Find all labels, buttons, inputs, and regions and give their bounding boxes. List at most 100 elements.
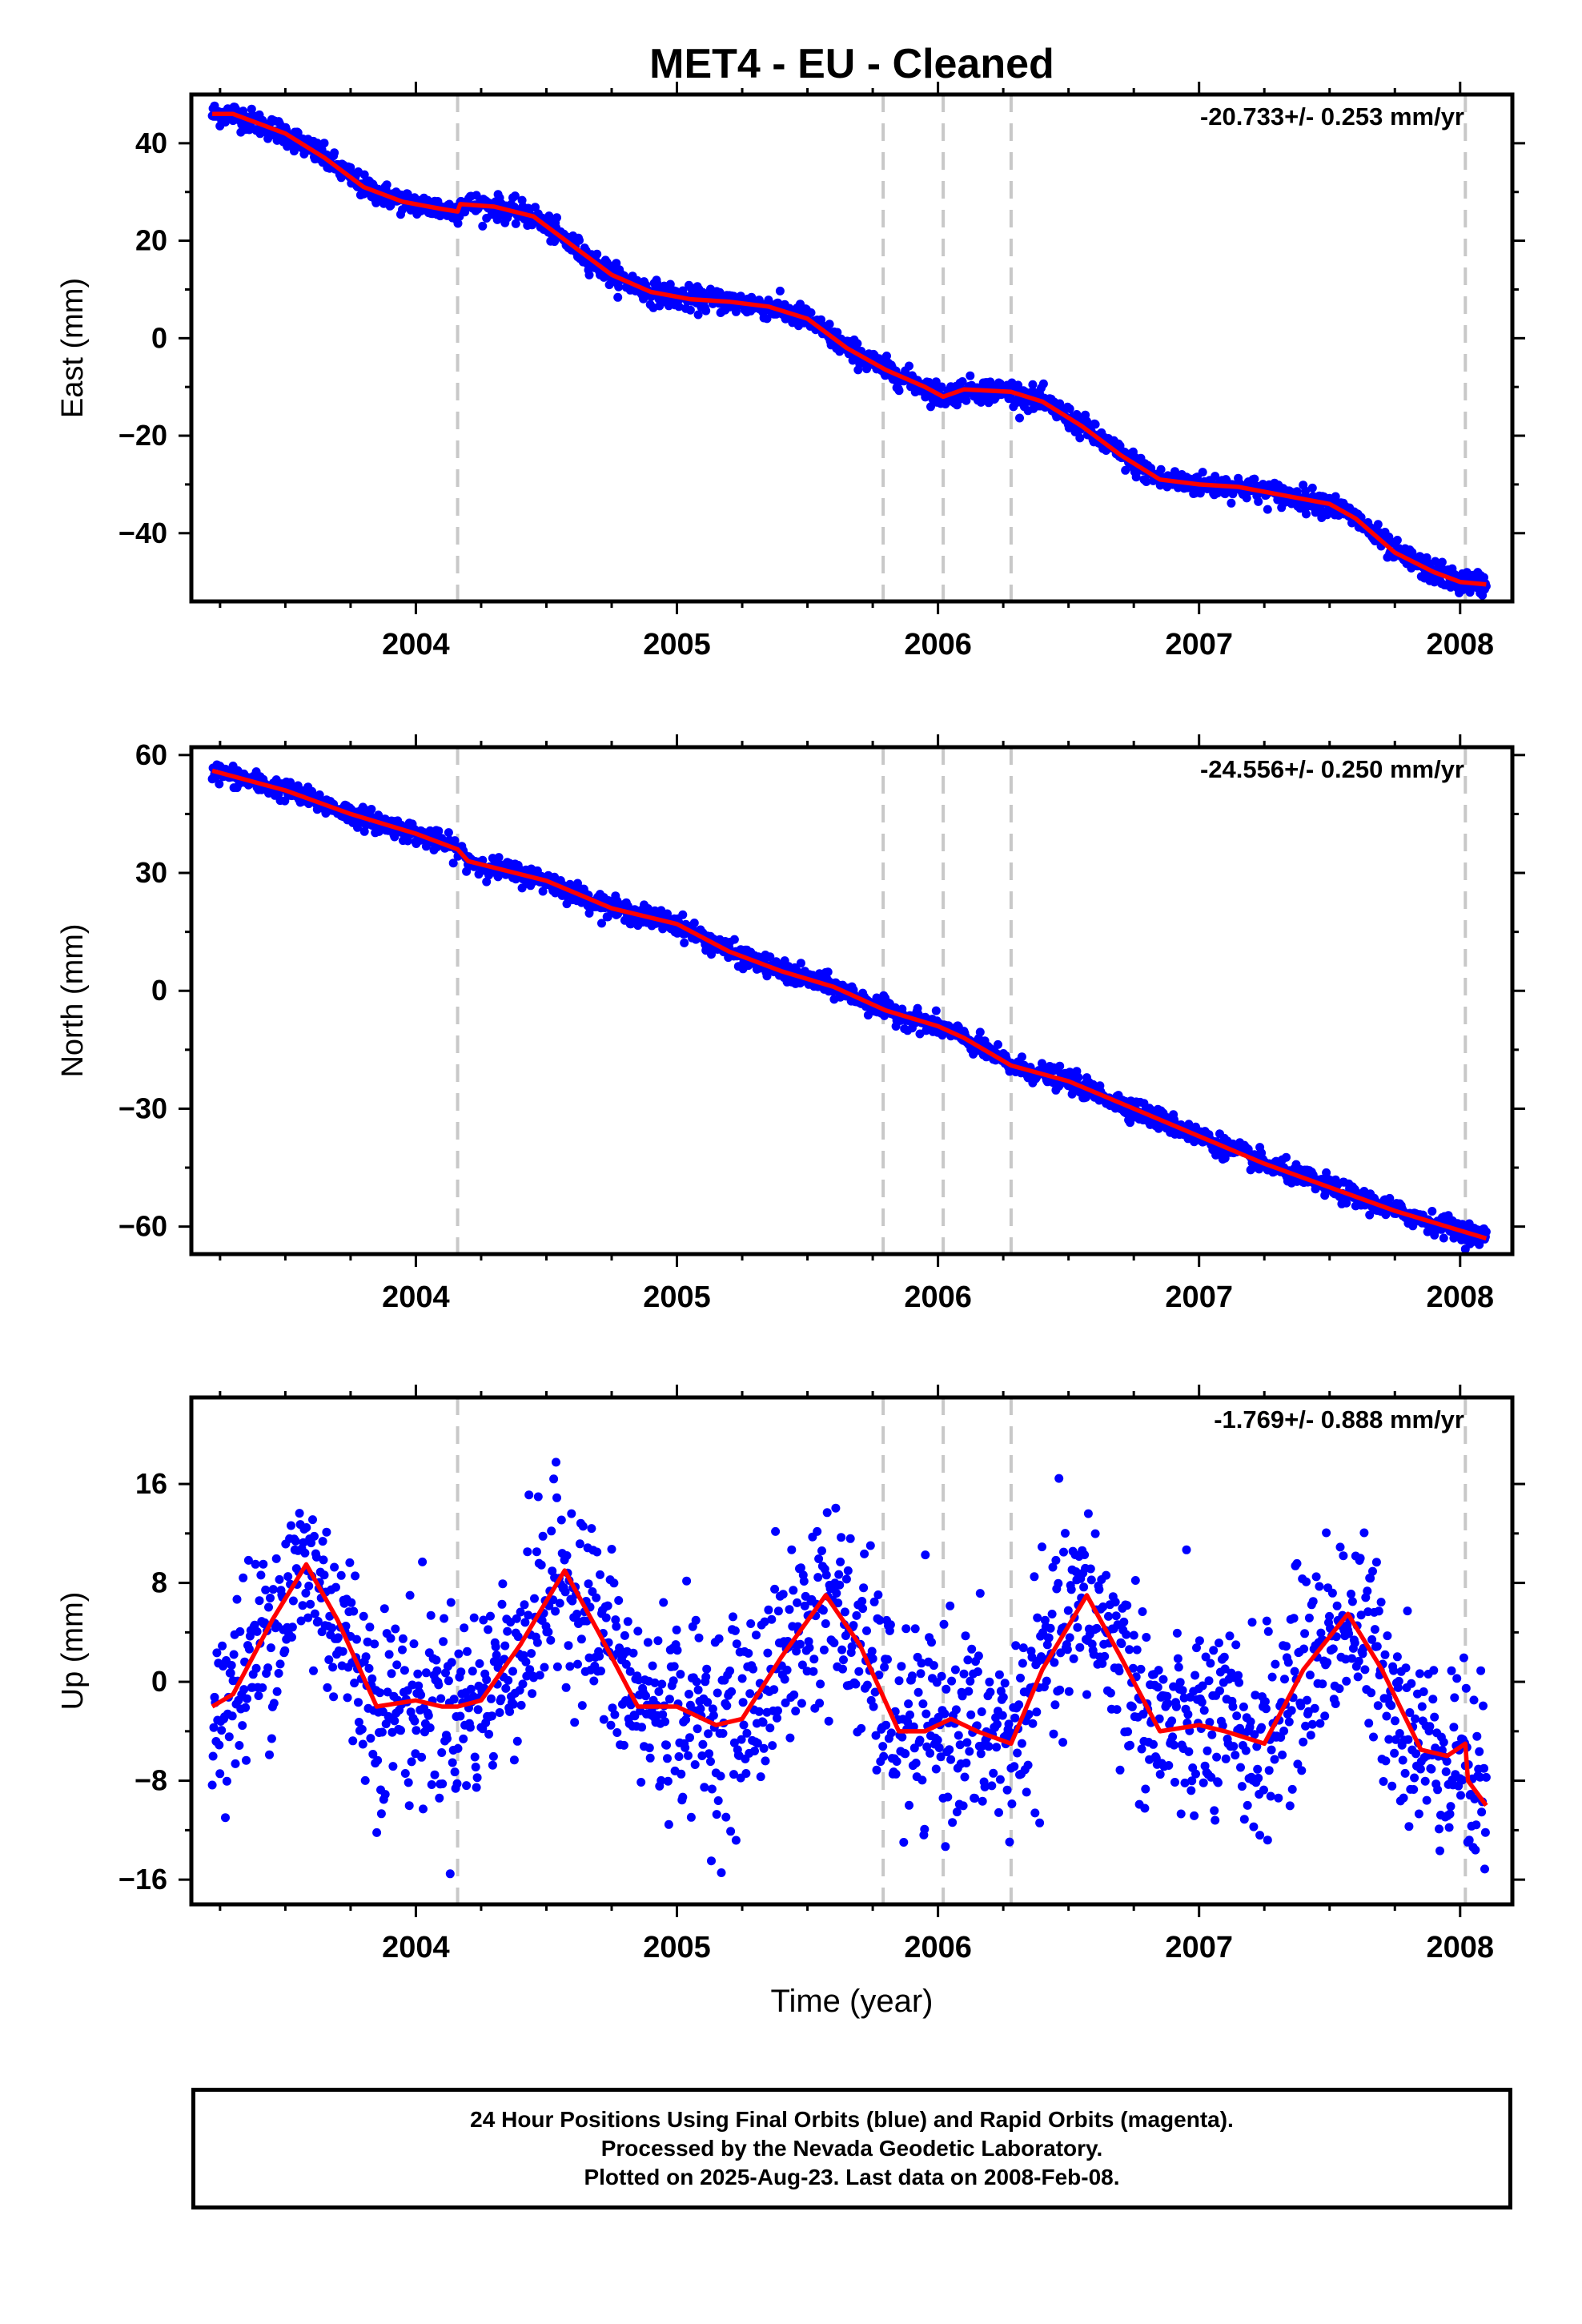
data-point: [926, 402, 935, 412]
data-point: [498, 1579, 508, 1589]
data-point: [706, 1757, 715, 1767]
data-point: [298, 1601, 307, 1610]
data-point: [239, 107, 248, 116]
data-point: [405, 1590, 415, 1600]
data-point: [1335, 1684, 1344, 1694]
data-point: [725, 1667, 735, 1675]
data-point: [1219, 1652, 1229, 1662]
data-point: [1192, 1643, 1201, 1653]
data-point: [825, 320, 834, 329]
data-point: [283, 1572, 293, 1582]
data-point: [1065, 1068, 1074, 1077]
data-point: [261, 1585, 271, 1594]
data-point: [505, 1707, 515, 1716]
data-point: [765, 1723, 775, 1733]
data-point: [1010, 1762, 1019, 1771]
data-point: [841, 1574, 851, 1584]
data-point: [762, 314, 772, 324]
data-point: [1028, 1719, 1038, 1728]
data-point: [1332, 1601, 1342, 1610]
data-point: [434, 826, 444, 836]
data-point: [849, 1621, 858, 1630]
data-point: [1271, 1659, 1280, 1669]
data-point: [1254, 1773, 1263, 1783]
data-point: [1122, 1630, 1131, 1639]
data-point: [1427, 1207, 1437, 1216]
data-point: [448, 858, 458, 868]
data-point: [1376, 1598, 1386, 1607]
data-point: [1263, 505, 1272, 514]
data-point: [1383, 1631, 1392, 1641]
data-point: [833, 328, 842, 337]
data-point: [1054, 1474, 1064, 1483]
data-point: [823, 967, 833, 977]
data-point: [685, 305, 695, 315]
data-point: [702, 1664, 712, 1674]
data-point: [426, 1610, 436, 1620]
data-point: [1154, 1714, 1164, 1723]
data-point: [836, 1557, 845, 1566]
data-point: [1437, 557, 1447, 567]
y-tick-label: 20: [135, 224, 167, 257]
data-point: [962, 1759, 971, 1767]
data-point: [218, 1641, 227, 1651]
data-point: [345, 1558, 355, 1567]
data-point: [322, 1527, 331, 1537]
data-point: [226, 1668, 235, 1678]
data-point: [767, 1614, 777, 1624]
plot-frame: [189, 745, 1515, 1256]
rate-annotation: -20.733+/- 0.253 mm/yr: [1200, 103, 1464, 131]
data-point: [358, 1739, 367, 1749]
data-point: [562, 1551, 572, 1560]
data-point: [596, 1667, 605, 1676]
data-point: [1289, 1614, 1299, 1623]
data-point: [1054, 1578, 1063, 1588]
data-point: [742, 1728, 752, 1738]
data-point: [1131, 472, 1141, 482]
data-point: [287, 1632, 296, 1642]
data-point: [1014, 1700, 1024, 1710]
data-point: [818, 1606, 828, 1615]
data-point: [880, 1663, 889, 1672]
data-point: [934, 1743, 944, 1752]
data-point: [556, 1515, 566, 1525]
data-point: [669, 1662, 679, 1671]
data-point: [693, 1685, 703, 1695]
data-point: [663, 1776, 673, 1786]
data-point: [364, 1663, 374, 1673]
data-point: [677, 1769, 686, 1779]
data-point: [612, 1728, 622, 1737]
data-point: [265, 1750, 274, 1759]
data-point: [1260, 1697, 1270, 1707]
data-point: [1243, 1800, 1252, 1810]
data-point: [510, 191, 520, 201]
data-point: [1369, 1732, 1378, 1742]
data-point: [663, 1754, 672, 1763]
data-point: [319, 1570, 329, 1580]
data-point: [311, 1552, 321, 1562]
data-point: [331, 1582, 340, 1592]
data-point: [716, 1771, 725, 1781]
data-point: [1347, 1654, 1356, 1663]
data-point: [773, 1606, 783, 1616]
data-point: [1018, 1659, 1027, 1668]
data-point: [1112, 1705, 1122, 1715]
data-point: [434, 1680, 444, 1690]
data-point: [689, 919, 699, 927]
data-point: [857, 1597, 867, 1606]
data-point: [450, 1767, 460, 1777]
data-point: [1183, 1710, 1193, 1719]
data-point: [1114, 1667, 1124, 1676]
data-point: [729, 1770, 738, 1779]
data-point: [419, 1804, 428, 1814]
data-point: [1323, 1658, 1332, 1667]
data-point: [658, 1710, 668, 1719]
data-point: [1229, 1742, 1239, 1751]
data-point: [207, 1780, 217, 1790]
data-point: [1149, 1739, 1158, 1749]
data-point: [1104, 1611, 1113, 1621]
data-point: [712, 1810, 721, 1819]
data-point: [313, 1617, 323, 1626]
data-point: [737, 1674, 747, 1683]
